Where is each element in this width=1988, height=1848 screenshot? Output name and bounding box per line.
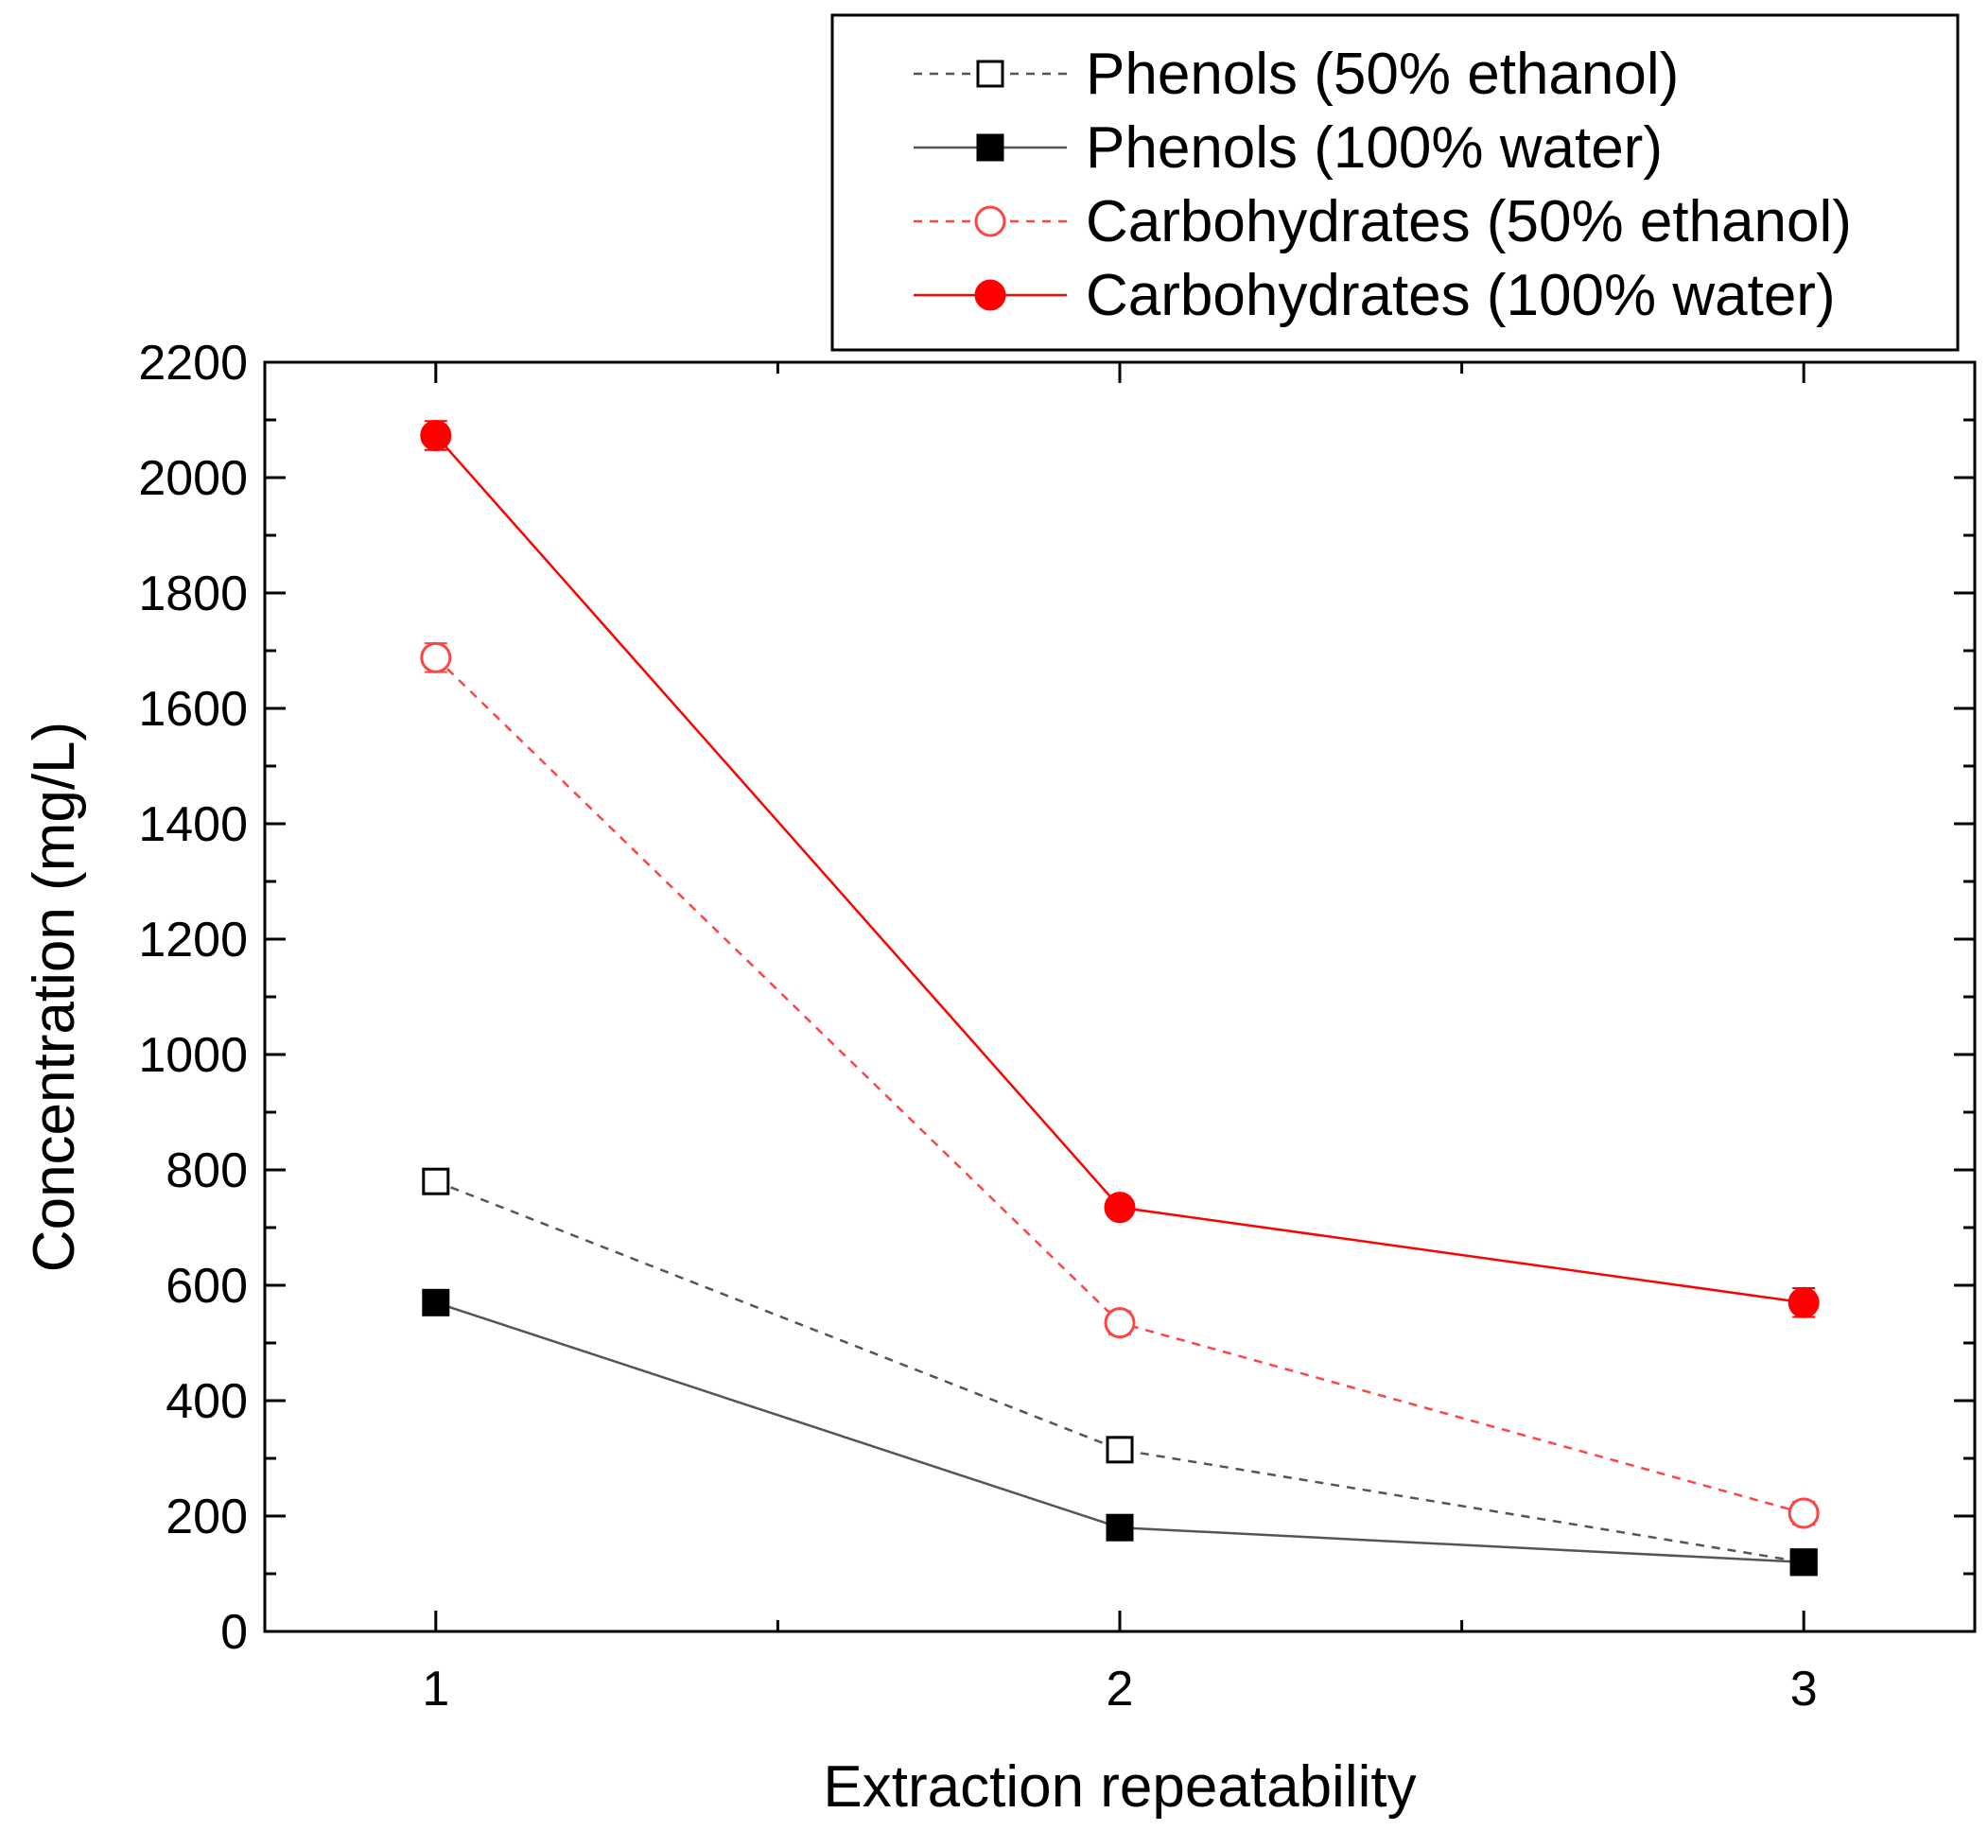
legend-label-1: Phenols (100% water) (1086, 115, 1663, 181)
data-point-s2-x2 (1104, 1307, 1136, 1339)
y-tick-label: 1800 (138, 567, 248, 621)
data-point-s3-x1 (420, 419, 452, 451)
y-tick-label: 200 (166, 1490, 248, 1544)
y-tick-label: 0 (220, 1605, 248, 1660)
y-tick-label: 400 (166, 1374, 248, 1429)
data-point-s1-x2 (1106, 1513, 1134, 1542)
y-tick-label: 600 (166, 1259, 248, 1314)
data-point-s1-x3 (1789, 1548, 1818, 1577)
series-lines (434, 434, 1805, 1564)
data-point-s0-x2 (1106, 1436, 1134, 1464)
series-markers (420, 419, 1820, 1577)
axis-ticks: 0 200 400 600 800 1000 1200 1400 1600 1800 2000 220… (138, 336, 1975, 1717)
y-tick-label: 2000 (138, 451, 248, 506)
y-tick-label: 1000 (138, 1028, 248, 1083)
legend: Phenols (50% ethanol) Phenols (100% water… (830, 13, 1960, 352)
legend-label-3: Carbohydrates (100% water) (1086, 263, 1836, 328)
y-tick-label: 1200 (138, 913, 248, 968)
legend-marker-2 (974, 205, 1006, 237)
x-tick-label: 1 (422, 1662, 449, 1717)
legend-marker-0 (976, 60, 1004, 88)
data-point-s3-x2 (1104, 1192, 1136, 1224)
data-point-s2-x1 (420, 641, 452, 673)
data-point-s2-x3 (1787, 1497, 1820, 1529)
data-point-s3-x3 (1787, 1286, 1820, 1318)
legend-marker-1 (976, 133, 1004, 162)
legend-marker-3 (974, 279, 1006, 311)
x-axis-title: Extraction repeatability (823, 1754, 1416, 1820)
series-line-2 (434, 656, 1805, 1515)
y-axis-title: Concentration (mg/L) (22, 722, 87, 1272)
y-tick-label: 800 (166, 1143, 248, 1198)
x-tick-label: 2 (1107, 1662, 1134, 1717)
legend-label-2: Carbohydrates (50% ethanol) (1086, 189, 1852, 254)
series-line-3 (434, 434, 1805, 1304)
data-point-s1-x1 (422, 1288, 450, 1316)
y-tick-label: 2200 (138, 336, 248, 391)
x-tick-label: 3 (1790, 1662, 1818, 1717)
data-point-s0-x1 (422, 1167, 450, 1195)
y-tick-label: 1600 (138, 682, 248, 737)
y-tick-label: 1400 (138, 797, 248, 852)
series-line-0 (435, 1180, 1805, 1564)
legend-label-0: Phenols (50% ethanol) (1086, 42, 1679, 107)
